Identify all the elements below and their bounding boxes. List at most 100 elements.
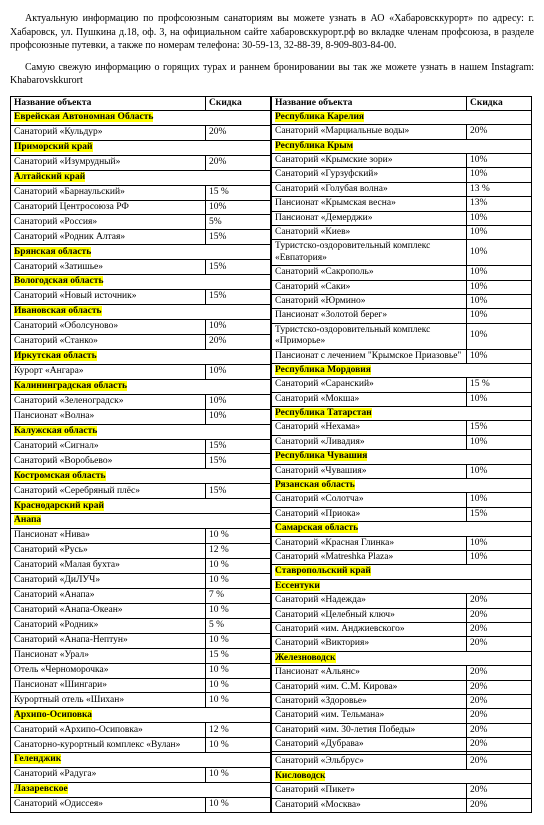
table-row: Алтайский край (11, 170, 271, 185)
table-row: Республика Татарстан (272, 407, 532, 421)
discount-cell: 10% (206, 409, 271, 424)
discount-cell: 10 % (206, 768, 271, 783)
discount-cell: 20% (467, 666, 532, 680)
table-row: Санаторий «Крымские зори»10% (272, 154, 532, 168)
name-cell: Пансионат «Крымская весна» (272, 197, 467, 211)
discount-cell: 10% (467, 154, 532, 168)
table-row: Санаторий «Станко»20% (11, 334, 271, 349)
name-cell: Пансионат «Волна» (11, 409, 206, 424)
name-cell: Санаторий «им. 30-летия Победы» (272, 723, 467, 737)
discount-cell: 10% (467, 266, 532, 280)
discount-cell: 10 % (206, 603, 271, 618)
discount-cell: 10 % (206, 633, 271, 648)
name-cell: Пансионат «Урал» (11, 648, 206, 663)
table-row: Санаторий «им. 30-летия Победы»20% (272, 723, 532, 737)
table-row: Санаторий «им. С.М. Кирова»20% (272, 680, 532, 694)
name-cell: Санаторий «Анапа-Океан» (11, 603, 206, 618)
discount-cell: 15% (206, 484, 271, 499)
table-row: Санаторий «Солотча»10% (272, 493, 532, 507)
discount-cell: 10% (206, 200, 271, 215)
table-row: Санаторий «Matreshka Plaza»10% (272, 551, 532, 565)
discount-cell: 10% (206, 394, 271, 409)
table-row: Санаторий «Архипо-Осиповка»12 % (11, 723, 271, 738)
discount-cell: 20% (467, 784, 532, 798)
region-cell: Костромская область (11, 469, 271, 484)
table-row: Санаторий «Одиссея»10 % (11, 798, 271, 813)
region-cell: Приморский край (11, 140, 271, 155)
table-row: Пансионат «Альянс»20% (272, 666, 532, 680)
discount-tables: Название объекта Скидка Еврейская Автоно… (10, 96, 534, 814)
name-cell: Санаторий «Радуга» (11, 768, 206, 783)
discount-cell: 15% (206, 290, 271, 305)
discount-cell: 10 % (206, 663, 271, 678)
name-cell: Санаторий «Саранский» (272, 378, 467, 392)
table-row: Санаторий «им. Анджиевского»20% (272, 622, 532, 636)
region-cell: Калининградская область (11, 379, 271, 394)
table-row: Пансионат «Золотой берег»10% (272, 309, 532, 323)
discount-cell: 13% (467, 197, 532, 211)
table-row: Санаторий «Москва»20% (272, 798, 532, 812)
table-row: Республика Карелия (272, 110, 532, 124)
table-row: Санаторий «Серебряный плёс»15% (11, 484, 271, 499)
name-cell: Санаторий «Ливадия» (272, 435, 467, 449)
name-cell: Санаторий «Москва» (272, 798, 467, 812)
discount-cell: 15% (467, 507, 532, 521)
table-row: Пансионат с лечением "Крымское Приазовье… (272, 349, 532, 363)
discount-cell: 10 % (206, 559, 271, 574)
table-row: Санаторий «Надежда»20% (272, 594, 532, 608)
name-cell: Санаторий «Русь» (11, 544, 206, 559)
name-cell: Санаторий «Здоровье» (272, 694, 467, 708)
table-row: Курортный отель «Шихан»10 % (11, 693, 271, 708)
name-cell: Санаторий «ДиЛУЧ» (11, 573, 206, 588)
discount-cell: 20% (467, 738, 532, 752)
table-row: Санаторий «Родник Алтая»15% (11, 230, 271, 245)
table-row: Санаторий «Пикет»20% (272, 784, 532, 798)
table-row: Пансионат «Волна»10% (11, 409, 271, 424)
discount-cell: 20% (206, 125, 271, 140)
name-cell: Санаторий «им. Тельмана» (272, 709, 467, 723)
discount-cell: 10% (467, 392, 532, 406)
name-cell: Санаторий «Зеленоградск» (11, 394, 206, 409)
name-cell: Санаторий «Анапа-Нептун» (11, 633, 206, 648)
table-row: Пансионат «Крымская весна»13% (272, 197, 532, 211)
name-cell: Пансионат «Нива» (11, 529, 206, 544)
table-row: Республика Чувашия (272, 450, 532, 464)
table-row: Санаторий «Приока»15% (272, 507, 532, 521)
name-cell: Санаторий «Кульдур» (11, 125, 206, 140)
name-cell: Санаторий «Приока» (272, 507, 467, 521)
region-cell: Ессентуки (272, 579, 532, 593)
name-cell: Санаторий «Анапа» (11, 588, 206, 603)
name-cell: Санаторий «Оболсуново» (11, 320, 206, 335)
table-row: Санаторий «Зеленоградск»10% (11, 394, 271, 409)
table-row: Вологодская область (11, 275, 271, 290)
table-right: Название объекта Скидка Республика Карел… (271, 96, 532, 814)
discount-cell: 20% (467, 755, 532, 769)
name-cell: Санаторий «Барнаульский» (11, 185, 206, 200)
region-cell: Рязанская область (272, 479, 532, 493)
region-cell: Железноводск (272, 651, 532, 665)
table-row: Самарская область (272, 522, 532, 536)
name-cell: Санаторий «Сакрополь» (272, 266, 467, 280)
discount-cell: 10 % (206, 678, 271, 693)
name-cell: Туристско-оздоровительный комплекс «Евпа… (272, 240, 467, 266)
discount-cell: 20% (467, 594, 532, 608)
table-row: Санаторий «Голубая волна»13 % (272, 182, 532, 196)
discount-cell: 10% (467, 435, 532, 449)
name-cell: Курортный отель «Шихан» (11, 693, 206, 708)
table-row: Санаторий «Марциальные воды»20% (272, 125, 532, 139)
discount-cell: 15 % (206, 185, 271, 200)
table-row: Санаторий «Саки»10% (272, 280, 532, 294)
discount-cell: 10% (467, 551, 532, 565)
table-row: Санаторий «ДиЛУЧ»10 % (11, 573, 271, 588)
discount-cell: 5% (206, 215, 271, 230)
discount-cell: 20% (467, 637, 532, 651)
name-cell: Санаторий «Родник Алтая» (11, 230, 206, 245)
name-cell: Курорт «Ангара» (11, 364, 206, 379)
name-cell: Пансионат «Золотой берег» (272, 309, 467, 323)
discount-cell: 20% (467, 125, 532, 139)
table-row: Санаторий «Россия»5% (11, 215, 271, 230)
discount-cell: 20% (467, 608, 532, 622)
discount-cell: 10% (467, 536, 532, 550)
name-cell: Санаторий «Крымские зори» (272, 154, 467, 168)
table-row: Ставропольский край (272, 565, 532, 579)
